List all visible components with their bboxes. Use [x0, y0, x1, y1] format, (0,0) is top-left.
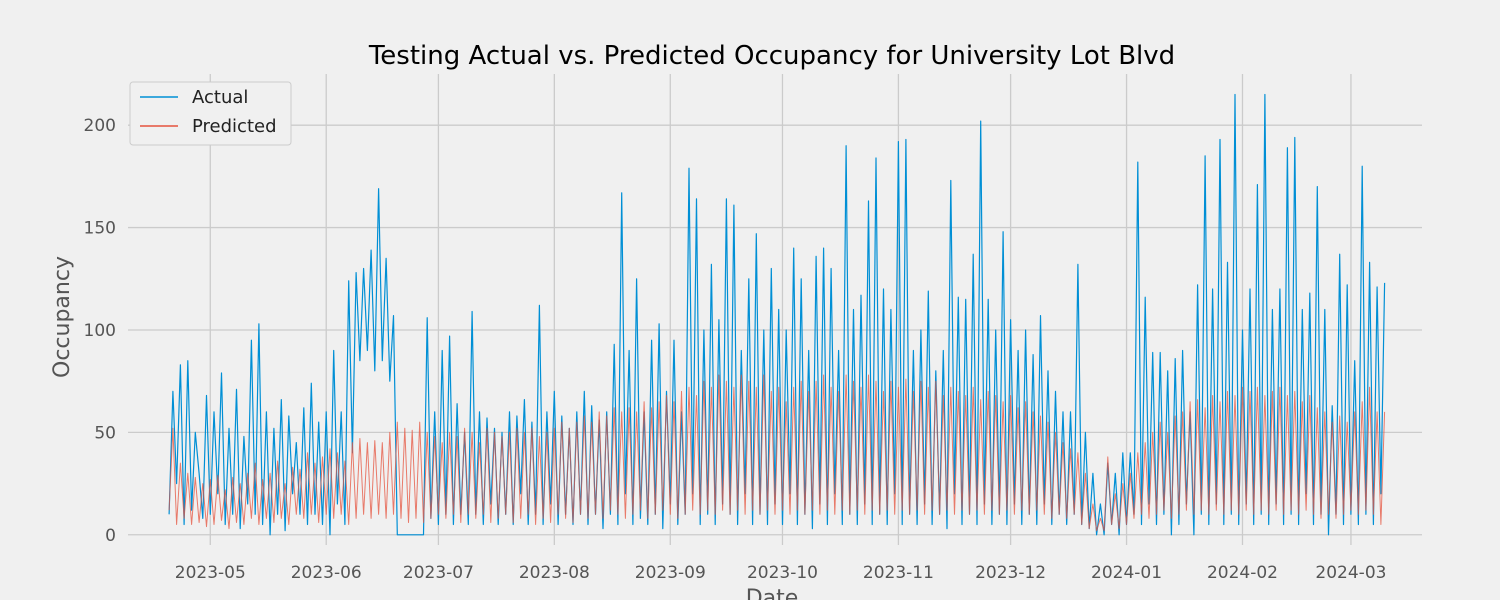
series-line-actual	[168, 93, 1386, 536]
y-tick-0: 0	[105, 526, 116, 546]
y-tick-150: 150	[84, 219, 116, 239]
x-tick-2023-10: 2023-10	[747, 563, 818, 583]
x-tick-2023-05: 2023-05	[175, 563, 246, 583]
legend: Actual Predicted	[129, 81, 292, 146]
y-axis-label: Occupancy	[50, 256, 75, 378]
chart-title: Testing Actual vs. Predicted Occupancy f…	[368, 41, 1175, 71]
x-tick-2023-11: 2023-11	[863, 563, 934, 583]
x-tick-2024-02: 2024-02	[1207, 563, 1278, 583]
legend-label-predicted: Predicted	[192, 116, 277, 137]
series-line-predicted	[168, 374, 1386, 532]
x-tick-2023-06: 2023-06	[291, 563, 362, 583]
x-tick-2023-12: 2023-12	[975, 563, 1046, 583]
y-tick-50: 50	[94, 423, 116, 443]
x-axis-label: Date	[746, 586, 799, 600]
x-tick-2023-08: 2023-08	[519, 563, 590, 583]
y-tick-100: 100	[84, 321, 116, 341]
x-tick-2024-01: 2024-01	[1091, 563, 1162, 583]
series-layer	[168, 93, 1386, 536]
x-tick-2023-07: 2023-07	[403, 563, 474, 583]
y-tick-200: 200	[84, 116, 116, 136]
x-tick-2023-09: 2023-09	[635, 563, 706, 583]
legend-label-actual: Actual	[192, 87, 248, 108]
y-axis-ticks: 0 50 100 150 200	[84, 116, 116, 546]
x-axis-ticks: 2023-05 2023-06 2023-07 2023-08 2023-09 2023-…	[175, 563, 1387, 583]
x-tick-2024-03: 2024-03	[1315, 563, 1386, 583]
grid-lines	[128, 74, 1422, 545]
